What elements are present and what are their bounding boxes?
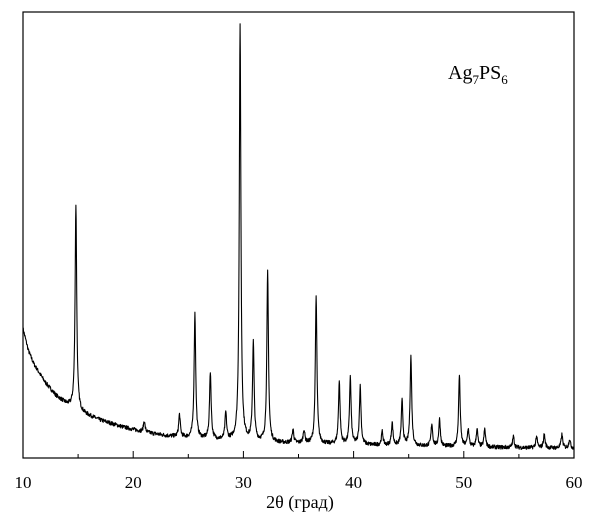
x-tick-label: 60 [566, 473, 583, 492]
x-tick-label: 50 [455, 473, 472, 492]
compound-base: Ag [448, 62, 472, 84]
compound-subscript-1: 7 [472, 72, 479, 87]
x-axis-label: 2θ (град) [266, 492, 334, 513]
compound-subscript-2: 6 [501, 72, 508, 87]
compound-label: Ag7PS6 [448, 62, 508, 87]
x-tick-label: 40 [345, 473, 362, 492]
series-line [22, 23, 575, 450]
compound-mid: PS [479, 62, 501, 84]
x-tick-label: 30 [235, 473, 252, 492]
x-tick-label: 20 [125, 473, 142, 492]
x-axis-ticks [22, 451, 575, 458]
x-tick-label: 10 [15, 473, 32, 492]
x-axis-tick-labels: 10 20 30 40 50 60 [15, 473, 583, 492]
